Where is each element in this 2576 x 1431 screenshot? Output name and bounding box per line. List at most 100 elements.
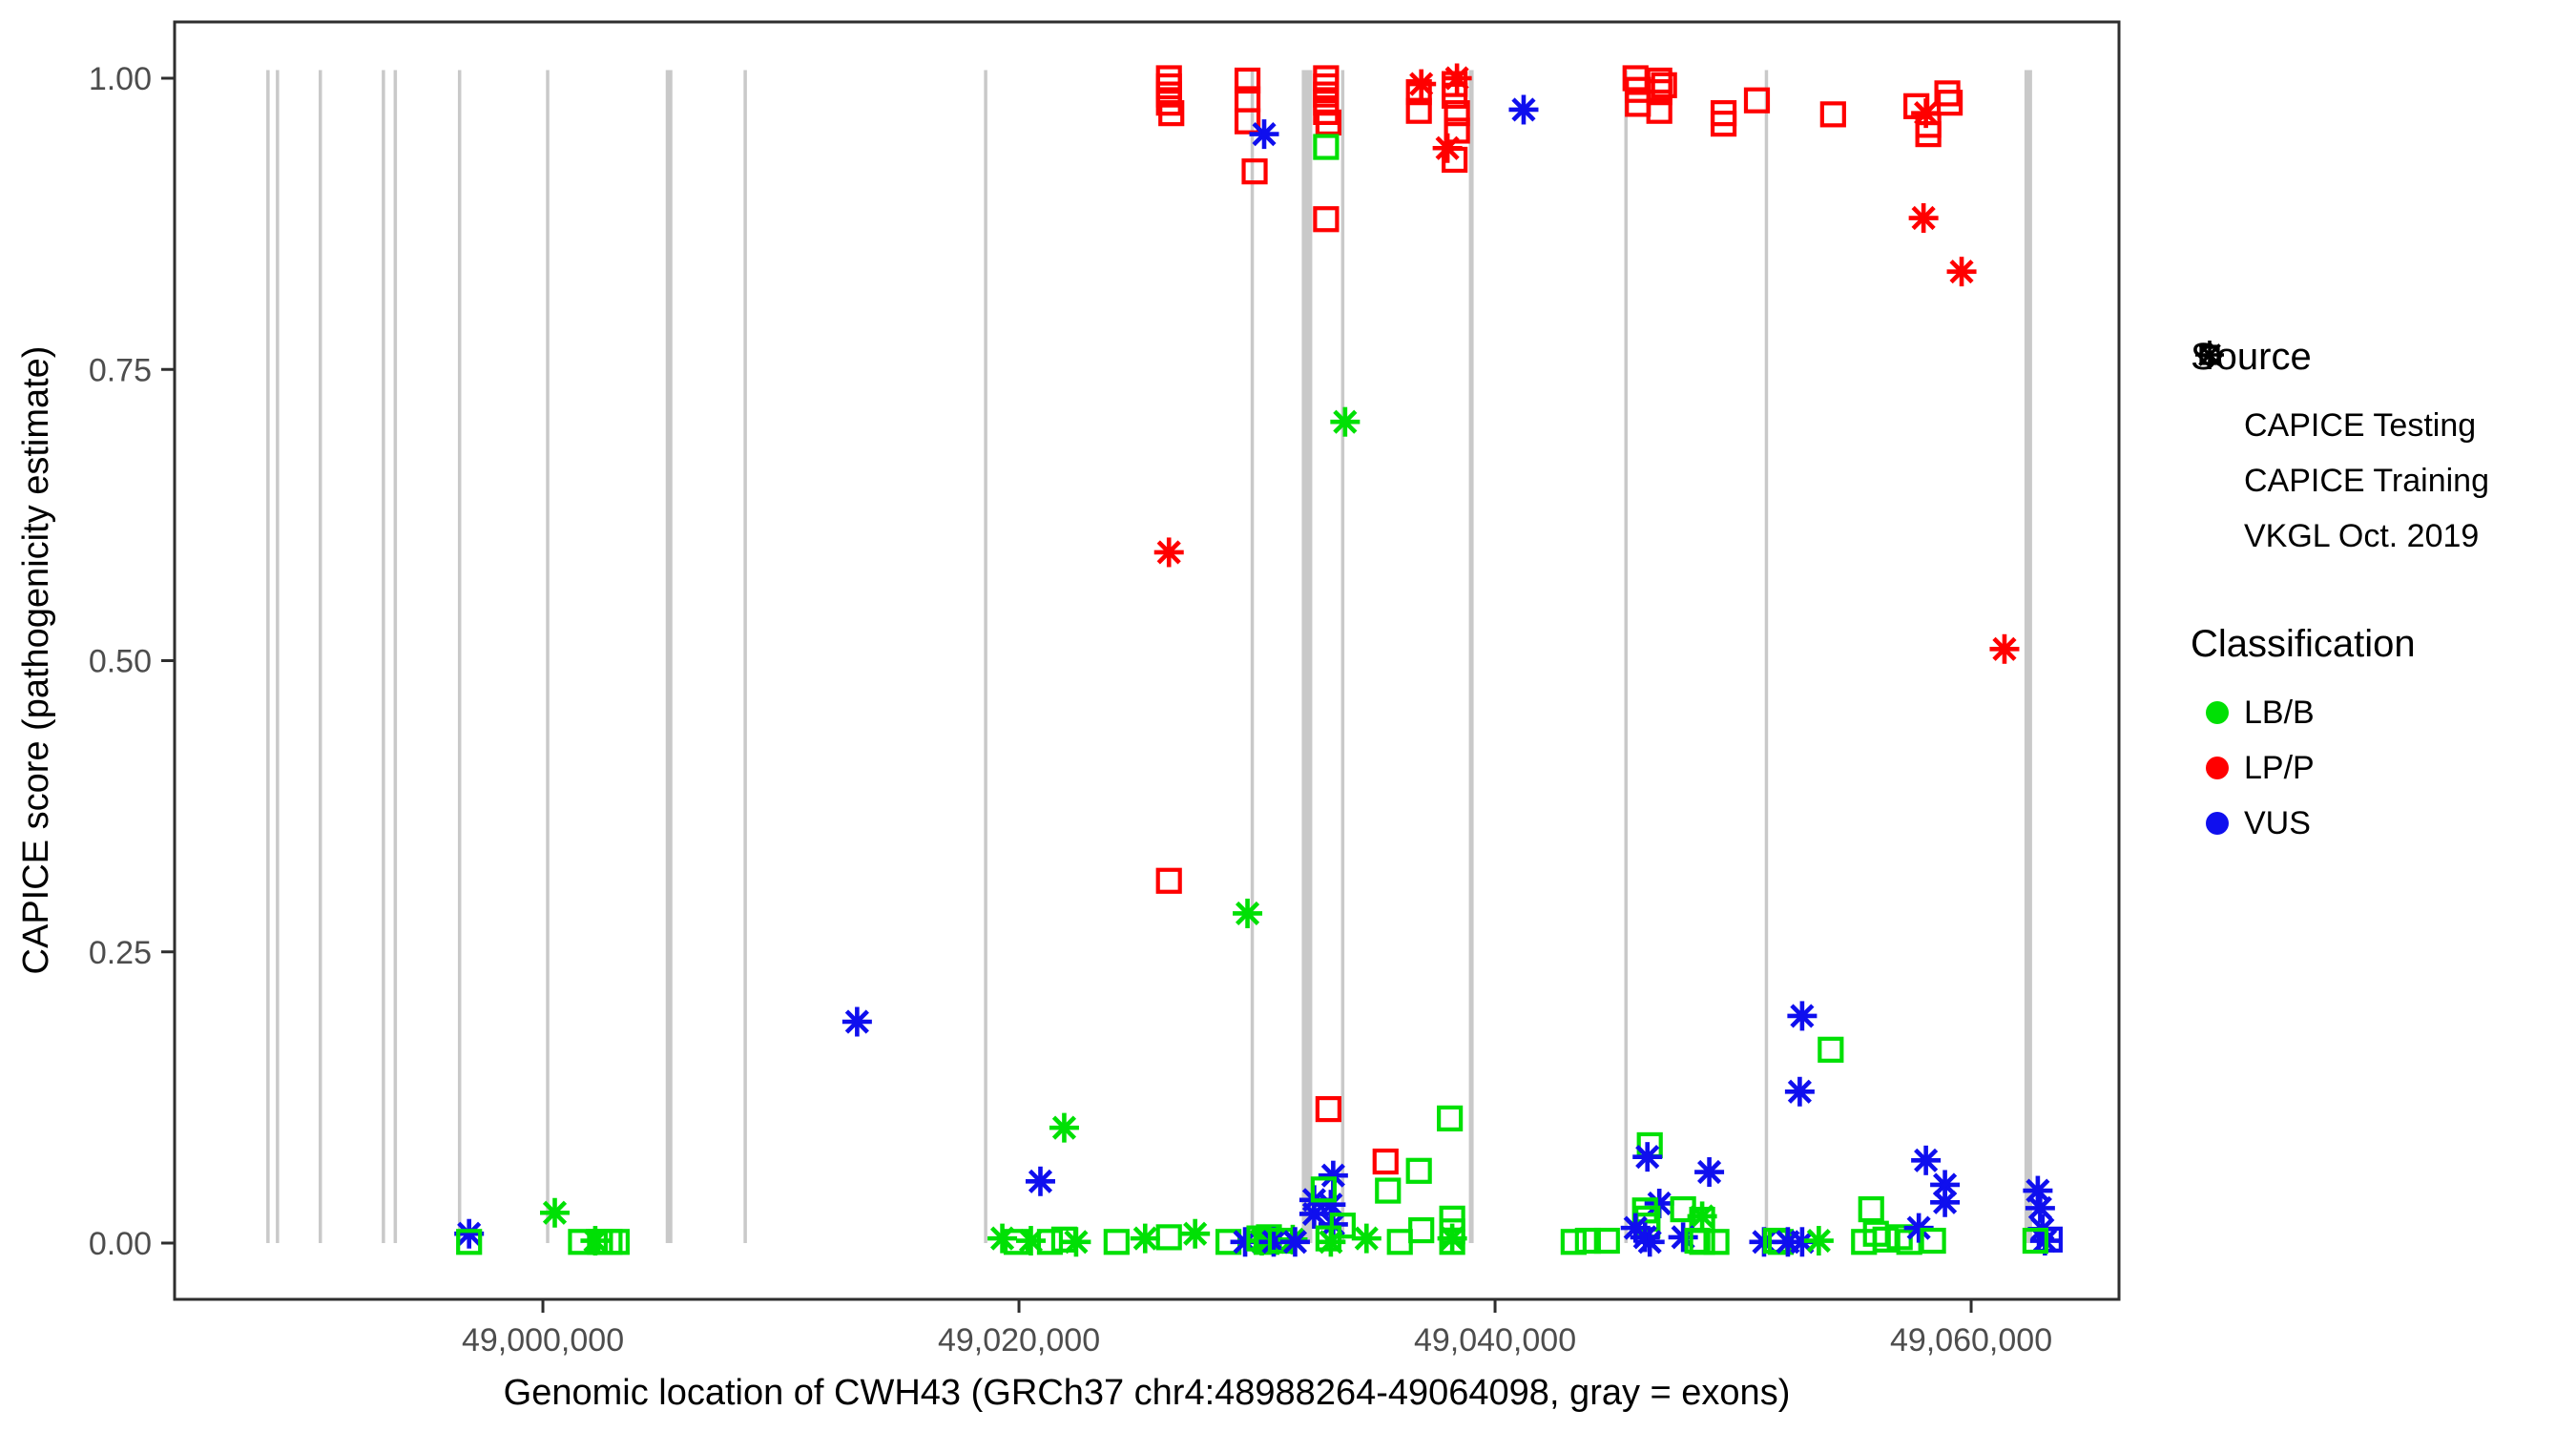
y-tick-label: 0.00	[89, 1226, 152, 1262]
data-point	[1784, 1076, 1815, 1107]
exon-bar	[2024, 70, 2032, 1243]
data-point	[1442, 82, 1468, 109]
data-point	[1625, 91, 1652, 117]
data-point	[1310, 1176, 1337, 1203]
data-point	[1634, 1227, 1665, 1257]
exon-bar	[743, 70, 747, 1243]
data-point	[1911, 1145, 1942, 1175]
exon-bar	[1468, 70, 1474, 1243]
data-point	[1313, 65, 1340, 92]
exon-bar	[1340, 70, 1345, 1243]
data-point	[1405, 97, 1432, 124]
data-point	[1386, 1229, 1413, 1255]
y-tick-label: 0.75	[89, 352, 152, 388]
data-point	[1920, 1227, 1946, 1255]
data-point	[1351, 1223, 1381, 1254]
data-point	[1915, 121, 1942, 148]
legend-item-vus: VUS	[2191, 796, 2572, 851]
y-axis-title: CAPICE score (pathogenicity estimate)	[16, 346, 56, 975]
exon-bar	[457, 70, 462, 1243]
exon-bar	[1624, 70, 1629, 1243]
legend-item-vkgl: VKGL Oct. 2019	[2191, 341, 2572, 564]
data-point	[1405, 1157, 1432, 1184]
plot-border	[173, 20, 2121, 1301]
data-point	[1437, 1105, 1464, 1131]
data-point	[1408, 1216, 1435, 1244]
data-point	[1405, 79, 1432, 106]
data-point	[1279, 1227, 1310, 1257]
data-point	[1313, 206, 1340, 233]
data-point	[1330, 406, 1361, 437]
data-point	[2036, 1226, 2063, 1253]
legend-classification-title: Classification	[2191, 623, 2416, 665]
exon-bar	[1250, 70, 1255, 1243]
data-point	[1315, 1225, 1341, 1252]
data-point	[1936, 90, 1963, 116]
exon-bar	[1301, 70, 1313, 1243]
data-point	[1508, 94, 1539, 125]
data-point	[1375, 1177, 1402, 1204]
data-point	[1818, 1036, 1844, 1063]
legend-item-capice-training: CAPICE Training	[2191, 344, 2572, 508]
data-point	[1593, 1227, 1620, 1255]
data-point	[1819, 101, 1846, 128]
x-tick-label: 49,060,000	[1890, 1322, 2052, 1358]
data-point	[1644, 1188, 1674, 1218]
data-point	[1703, 1229, 1730, 1255]
exon-bar	[1764, 70, 1769, 1243]
y-tick-label: 1.00	[89, 61, 152, 97]
x-tick-label: 49,040,000	[1414, 1322, 1576, 1358]
data-point	[1646, 97, 1672, 124]
axes: 49,000,000 49,020,000 49,040,000 49,060,000…	[89, 20, 2121, 1358]
data-point	[1930, 1170, 1961, 1200]
data-point	[1946, 257, 1977, 287]
data-point	[1234, 108, 1261, 135]
legend-item-label: VUS	[2244, 804, 2311, 841]
exon-bar	[266, 70, 270, 1243]
data-point	[1444, 100, 1470, 127]
legend-item-label: VKGL Oct. 2019	[2244, 517, 2480, 554]
data-point	[1313, 134, 1340, 160]
data-point	[1694, 1157, 1725, 1188]
data-point	[1036, 1229, 1064, 1255]
legend-item-label: LB/B	[2244, 694, 2315, 731]
data-point	[1158, 100, 1185, 127]
data-point	[1316, 1227, 1346, 1257]
data-point	[1442, 146, 1468, 174]
legend-item-label: CAPICE Training	[2244, 462, 2489, 499]
data-point	[2025, 1192, 2055, 1223]
y-tick-label: 0.25	[89, 935, 152, 971]
data-point	[1249, 119, 1279, 150]
vus-color-dot	[2206, 812, 2229, 835]
data-point	[1180, 1218, 1211, 1249]
lpp-color-dot	[2206, 757, 2229, 779]
data-point	[1153, 537, 1184, 568]
exon-bars	[266, 70, 2032, 1243]
legend: Source CAPICE Testing CAPICE Training	[2191, 336, 2572, 851]
data-point	[1646, 79, 1672, 106]
exon-bar	[984, 70, 987, 1243]
data-point	[1632, 1142, 1663, 1172]
data-point	[1710, 111, 1737, 137]
data-point	[1437, 1223, 1467, 1254]
data-point	[1298, 1198, 1329, 1229]
exon-bar	[276, 70, 280, 1243]
data-point	[1315, 109, 1341, 135]
data-point	[1803, 1226, 1834, 1256]
data-point	[1689, 1229, 1715, 1255]
data-point	[1234, 67, 1261, 94]
data-point	[1315, 1095, 1341, 1123]
exon-bar	[546, 70, 550, 1243]
x-tick-label: 49,020,000	[938, 1322, 1100, 1358]
exon-bar	[393, 70, 398, 1243]
data-point	[1668, 1222, 1698, 1253]
data-point	[2022, 1227, 2049, 1255]
legend-item-capice-testing: CAPICE Testing	[2191, 342, 2572, 453]
exon-bar	[382, 70, 385, 1243]
legend-item-label: CAPICE Testing	[2244, 406, 2477, 444]
data-point	[1908, 203, 1939, 234]
data-point	[1372, 1148, 1399, 1175]
x-axis-title: Genomic location of CWH43 (GRCh37 chr4:4…	[504, 1373, 1791, 1413]
